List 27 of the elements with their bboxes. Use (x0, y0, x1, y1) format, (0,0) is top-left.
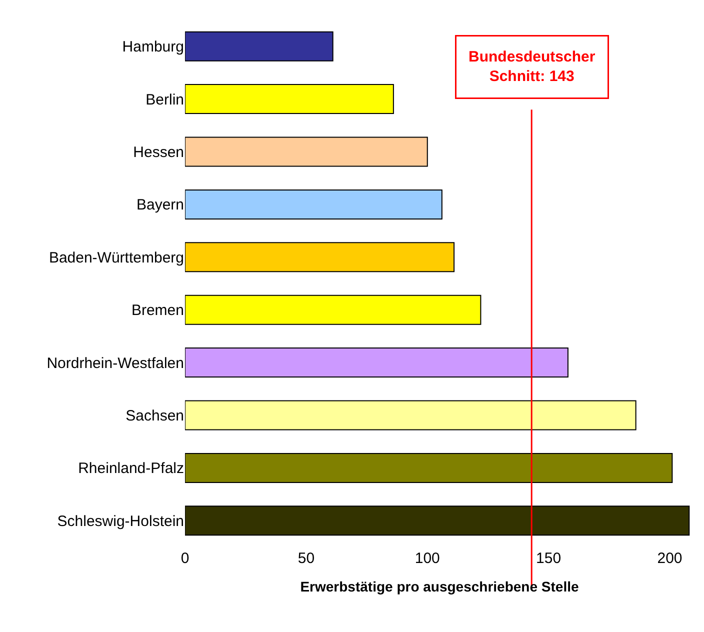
bar (185, 189, 442, 220)
y-tick-label: Bremen (131, 302, 184, 320)
bar (185, 84, 394, 114)
bar (185, 294, 482, 325)
x-tick-label: 100 (414, 550, 440, 567)
x-tick-label: 50 (298, 550, 315, 567)
y-tick-label: Bayern (136, 196, 184, 214)
y-tick-label: Hessen (133, 144, 184, 161)
y-tick-label: Nordrhein-Westfalen (46, 354, 184, 372)
x-tick-label: 0 (180, 550, 190, 567)
bar (185, 400, 636, 430)
y-tick-label: Berlin (146, 91, 184, 108)
bar (185, 506, 690, 536)
bar (185, 136, 428, 167)
y-tick-label: Rheinland-Pfalz (78, 460, 184, 478)
ref-line-label: Bundesdeutscher Schnitt: 143 (468, 48, 596, 85)
y-tick-label: Sachsen (126, 408, 184, 424)
y-tick-label: Hamburg (122, 38, 184, 56)
bar (185, 31, 334, 62)
x-tick-label: 150 (536, 550, 562, 567)
x-tick-label: 200 (657, 550, 682, 567)
x-axis-title: Erwerbstätige pro ausgeschriebene Stelle (300, 578, 579, 594)
bar (185, 242, 455, 272)
bar (185, 348, 568, 378)
y-tick-label: Schleswig-Holstein (57, 512, 184, 530)
bar (185, 452, 673, 483)
y-tick-label: Baden-Württemberg (48, 249, 184, 266)
